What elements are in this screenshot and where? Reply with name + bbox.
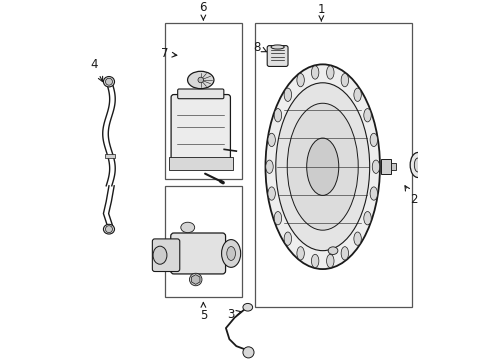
Circle shape (198, 77, 203, 83)
Ellipse shape (312, 254, 319, 267)
Text: 5: 5 (199, 302, 207, 322)
Ellipse shape (268, 187, 275, 200)
Bar (105, 154, 115, 158)
Ellipse shape (312, 66, 319, 79)
Text: 7: 7 (161, 48, 177, 60)
Ellipse shape (326, 66, 334, 79)
Ellipse shape (284, 232, 292, 245)
Ellipse shape (297, 247, 304, 260)
Bar (165, 186, 242, 297)
Ellipse shape (372, 160, 380, 174)
Ellipse shape (243, 303, 253, 311)
Bar (381, 159, 392, 174)
Bar (169, 157, 233, 170)
Text: 4: 4 (90, 58, 102, 82)
Ellipse shape (287, 103, 358, 230)
Text: 3: 3 (227, 308, 241, 321)
Circle shape (105, 226, 112, 233)
Text: 1: 1 (318, 3, 325, 21)
FancyBboxPatch shape (152, 239, 180, 271)
Ellipse shape (354, 88, 361, 102)
Ellipse shape (271, 45, 284, 49)
FancyBboxPatch shape (178, 89, 224, 99)
FancyBboxPatch shape (267, 46, 288, 67)
Text: 2: 2 (405, 186, 417, 206)
Ellipse shape (297, 73, 304, 87)
Ellipse shape (307, 138, 339, 195)
Ellipse shape (328, 247, 338, 255)
Ellipse shape (276, 83, 369, 251)
Ellipse shape (266, 160, 273, 174)
Ellipse shape (274, 212, 282, 225)
Ellipse shape (341, 73, 348, 87)
Bar (255, 23, 412, 307)
Ellipse shape (103, 77, 115, 87)
FancyBboxPatch shape (171, 95, 230, 163)
Ellipse shape (274, 109, 282, 122)
Circle shape (243, 347, 254, 358)
Text: 6: 6 (199, 1, 207, 20)
Ellipse shape (284, 88, 292, 102)
Ellipse shape (364, 109, 371, 122)
Ellipse shape (266, 64, 380, 269)
Ellipse shape (415, 158, 421, 172)
Ellipse shape (326, 254, 334, 267)
Ellipse shape (103, 224, 115, 234)
Ellipse shape (181, 222, 195, 233)
Ellipse shape (227, 247, 236, 260)
Ellipse shape (410, 153, 425, 177)
Circle shape (105, 78, 112, 85)
Ellipse shape (153, 246, 167, 264)
Ellipse shape (354, 232, 361, 245)
Text: 8: 8 (253, 41, 267, 54)
Bar (392, 163, 395, 170)
Ellipse shape (364, 212, 371, 225)
FancyBboxPatch shape (171, 233, 225, 274)
Ellipse shape (188, 71, 214, 89)
Bar (165, 23, 242, 179)
Ellipse shape (221, 240, 241, 267)
Ellipse shape (268, 133, 275, 147)
Circle shape (190, 273, 202, 286)
Ellipse shape (370, 187, 377, 200)
Ellipse shape (370, 133, 377, 147)
Ellipse shape (341, 247, 348, 260)
